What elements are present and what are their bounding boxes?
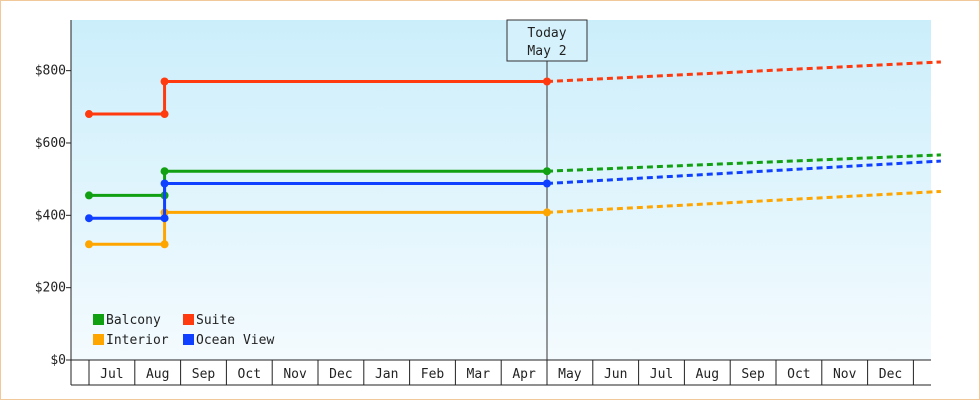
y-tick-label: $0 [50,353,66,368]
y-tick-label: $400 [35,208,66,223]
x-tick-label: Apr [512,367,536,382]
x-tick-label: Oct [238,367,261,382]
x-tick-label: Jun [604,367,627,382]
data-point [85,191,93,200]
x-tick-label: Aug [146,367,169,382]
legend-label: Suite [196,313,235,328]
legend-label: Balcony [106,313,161,328]
x-tick-label: May [558,367,582,382]
today-date: May 2 [527,44,566,59]
x-tick-label: Sep [741,367,765,382]
data-point [543,167,551,176]
data-point [160,167,169,176]
x-tick-label: Dec [329,367,352,382]
x-tick-label: Mar [467,367,491,382]
x-tick-label: Jan [375,367,398,382]
x-tick-label: Feb [421,367,445,382]
today-label: Today [527,26,566,41]
x-tick-label: Sep [192,367,216,382]
series-line [89,210,547,246]
today-marker: Today May 2 [506,19,588,360]
legend-label: Interior [106,333,169,348]
x-tick-label: Oct [787,367,810,382]
forecast-line [546,60,941,83]
data-point [543,179,551,188]
y-tick-label: $200 [35,281,66,296]
x-tick-label: Nov [283,367,307,382]
data-point [160,110,169,119]
today-label-box [506,19,588,62]
plot-background [71,20,931,360]
x-tick-label: Aug [696,367,719,382]
y-axis: $0 $200 $400 $600 $800 [35,20,72,385]
x-tick-label: Jul [100,367,123,382]
data-point [543,77,551,86]
forecast-line [546,189,941,214]
y-tick-label: $800 [35,64,66,79]
y-tick-label: $600 [35,136,66,151]
forecast-line [546,159,941,185]
forecast-line [546,153,941,173]
data-point [85,110,93,119]
legend-swatch [93,334,104,345]
data-point [160,179,169,188]
legend: Balcony Suite Interior Ocean View [93,313,274,348]
data-point [85,214,93,223]
legend-label: Ocean View [196,333,274,348]
series-line [89,79,547,116]
data-point [160,240,169,249]
legend-swatch [183,314,194,325]
data-point [160,214,169,223]
x-tick-label: Dec [879,367,902,382]
legend-swatch [183,334,194,345]
series-layer [85,60,941,249]
series-line [89,181,547,220]
data-point [543,208,551,217]
data-point [160,77,169,86]
x-tick-label: Nov [833,367,857,382]
data-point [85,240,93,249]
x-tick-label: Jul [650,367,673,382]
x-axis: Jul Aug Sep Oct Nov Dec Jan Feb Mar Apr May Jun Jul A… [71,359,931,386]
legend-swatch [93,314,104,325]
